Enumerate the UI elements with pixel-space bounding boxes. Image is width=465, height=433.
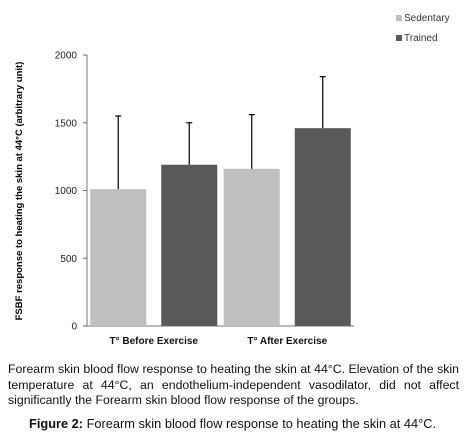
bar-chart: FSBF response to heating the skin at 44°… — [14, 13, 450, 347]
y-tick-label: 1500 — [55, 118, 78, 129]
bar-sedentary-1 — [223, 168, 280, 326]
y-tick-label: 2000 — [55, 51, 78, 62]
legend-label-trained: Trained — [404, 33, 438, 44]
figure-caption: Forearm skin blood flow response to heat… — [8, 362, 459, 407]
y-tick-label: 0 — [71, 322, 77, 333]
y-axis-title: FSBF response to heating the skin at 44°… — [14, 62, 25, 321]
bar-trained-1 — [294, 128, 351, 326]
legend-swatch-sedentary — [396, 15, 402, 21]
y-tick-label: 1000 — [55, 186, 78, 197]
figure-label: Figure 2: Forearm skin blood flow respon… — [0, 416, 465, 431]
figure-title: Forearm skin blood flow response to heat… — [83, 416, 436, 431]
x-category-label: T° After Exercise — [247, 336, 327, 347]
legend-label-sedentary: Sedentary — [404, 13, 450, 24]
bar-trained-0 — [161, 164, 218, 326]
y-tick-label: 500 — [60, 254, 77, 265]
legend-swatch-trained — [396, 35, 402, 41]
x-category-label: T° Before Exercise — [110, 336, 199, 347]
figure-number: Figure 2: — [29, 416, 84, 431]
bar-sedentary-0 — [90, 189, 147, 326]
